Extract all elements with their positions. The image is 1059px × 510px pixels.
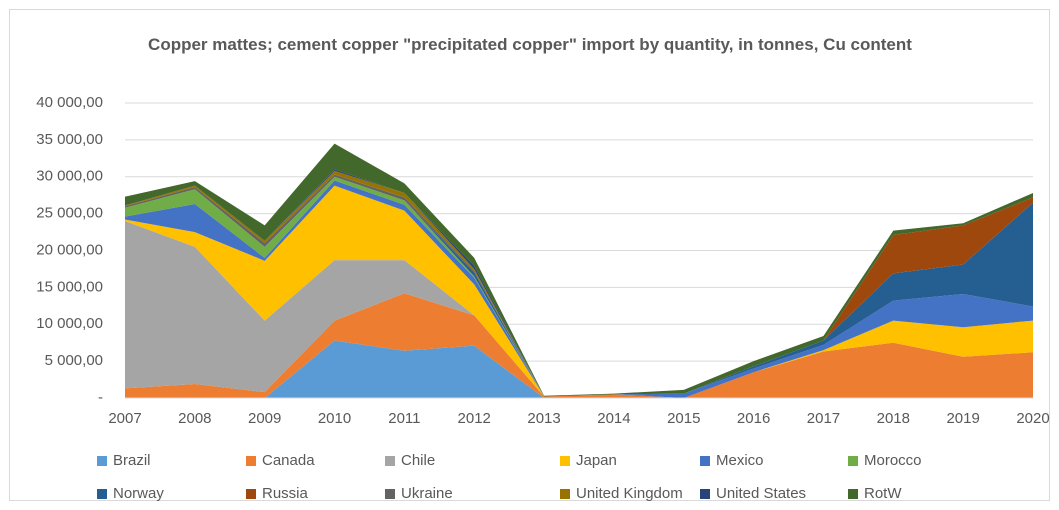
x-tick-label: 2016 bbox=[737, 410, 770, 427]
y-tick-label: 10 000,00 bbox=[36, 315, 103, 332]
y-tick-label: 30 000,00 bbox=[36, 168, 103, 185]
chart-title: Copper mattes; cement copper "precipitat… bbox=[148, 35, 912, 54]
y-tick-label: 15 000,00 bbox=[36, 278, 103, 295]
x-tick-label: 2012 bbox=[458, 410, 491, 427]
area bbox=[125, 221, 1033, 398]
legend-label: Russia bbox=[262, 485, 309, 502]
x-tick-label: 2007 bbox=[108, 410, 141, 427]
legend-swatch bbox=[560, 489, 570, 499]
x-tick-label: 2010 bbox=[318, 410, 351, 427]
legend-swatch bbox=[700, 456, 710, 466]
legend-swatch bbox=[385, 489, 395, 499]
legend-swatch bbox=[848, 489, 858, 499]
x-tick-label: 2017 bbox=[807, 410, 840, 427]
area bbox=[125, 340, 1033, 398]
legend-label: Mexico bbox=[716, 452, 764, 469]
x-tick-label: 2011 bbox=[388, 410, 420, 427]
legend-label: Japan bbox=[576, 452, 617, 469]
area bbox=[125, 185, 1033, 398]
legend-label: Brazil bbox=[113, 452, 151, 469]
legend-label: Chile bbox=[401, 452, 435, 469]
x-tick-label: 2018 bbox=[877, 410, 910, 427]
x-tick-label: 2014 bbox=[597, 410, 630, 427]
legend-label: Canada bbox=[262, 452, 315, 469]
y-tick-label: 35 000,00 bbox=[36, 131, 103, 148]
legend-swatch bbox=[848, 456, 858, 466]
y-tick-label: 20 000,00 bbox=[36, 241, 103, 258]
legend-swatch bbox=[700, 489, 710, 499]
y-tick-label: 5 000,00 bbox=[45, 352, 103, 369]
y-tick-label: 40 000,00 bbox=[36, 94, 103, 111]
legend-swatch bbox=[385, 456, 395, 466]
x-tick-label: 2019 bbox=[946, 410, 979, 427]
legend-swatch bbox=[246, 456, 256, 466]
x-tick-label: 2008 bbox=[178, 410, 211, 427]
area bbox=[125, 293, 1033, 398]
legend-label: Norway bbox=[113, 485, 164, 502]
legend-swatch bbox=[246, 489, 256, 499]
legend-label: United Kingdom bbox=[576, 485, 683, 502]
legend-label: RotW bbox=[864, 485, 902, 502]
y-tick-label: - bbox=[98, 389, 103, 406]
legend-label: Morocco bbox=[864, 452, 922, 469]
y-tick-label: 25 000,00 bbox=[36, 205, 103, 222]
legend-swatch bbox=[97, 489, 107, 499]
legend-swatch bbox=[97, 456, 107, 466]
legend-label: United States bbox=[716, 485, 806, 502]
x-tick-label: 2009 bbox=[248, 410, 281, 427]
x-tick-label: 2013 bbox=[527, 410, 560, 427]
x-tick-label: 2020 bbox=[1016, 410, 1049, 427]
legend-swatch bbox=[560, 456, 570, 466]
x-tick-label: 2015 bbox=[667, 410, 700, 427]
legend-label: Ukraine bbox=[401, 485, 453, 502]
